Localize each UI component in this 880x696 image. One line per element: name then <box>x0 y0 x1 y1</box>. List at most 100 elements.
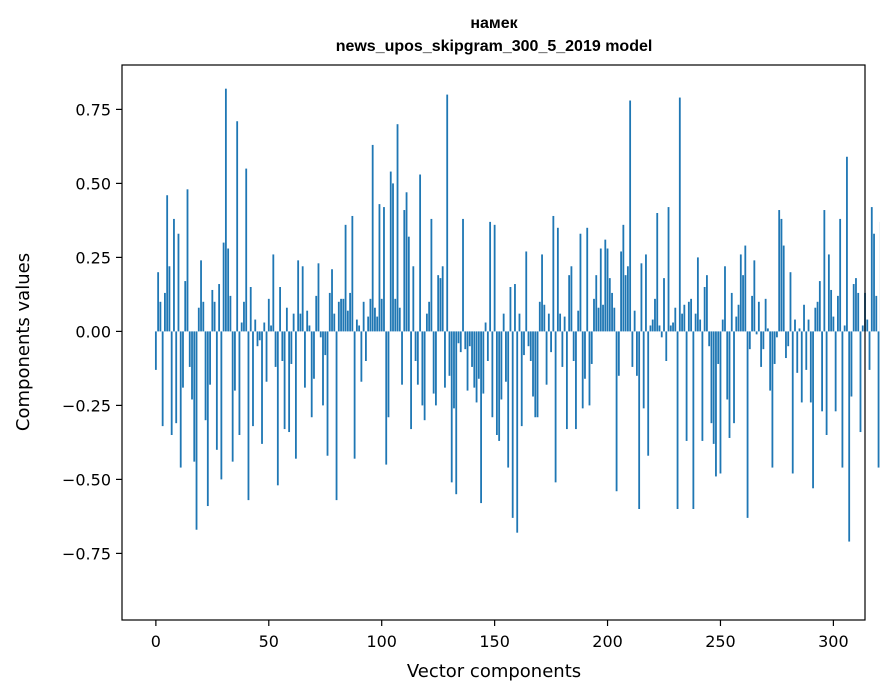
bar-211 <box>631 331 634 367</box>
bar-272 <box>769 331 772 391</box>
bar-195 <box>595 275 598 332</box>
bar-255 <box>730 292 733 332</box>
bar-91 <box>360 331 363 382</box>
bar-270 <box>764 298 767 332</box>
bar-239 <box>694 313 697 332</box>
bar-67 <box>306 310 309 332</box>
bar-170 <box>538 301 541 332</box>
bar-30 <box>222 242 225 332</box>
bar-303 <box>839 218 842 332</box>
bar-39 <box>243 301 245 332</box>
bar-2 <box>159 301 162 332</box>
bar-177 <box>554 331 557 483</box>
bar-38 <box>240 322 243 332</box>
bar-300 <box>832 316 835 332</box>
bar-101 <box>383 207 385 332</box>
bar-118 <box>421 331 424 406</box>
bar-216 <box>642 331 645 409</box>
bar-83 <box>342 298 345 332</box>
bar-182 <box>565 331 568 430</box>
bar-245 <box>708 331 711 347</box>
bar-187 <box>577 310 580 332</box>
bar-285 <box>798 328 801 332</box>
bar-74 <box>322 331 324 406</box>
bar-87 <box>351 215 354 332</box>
bar-212 <box>633 310 636 332</box>
y-tick-label: 0.25 <box>75 248 111 267</box>
bar-141 <box>473 331 476 388</box>
x-tick-label: 250 <box>705 632 736 651</box>
bar-179 <box>559 313 562 332</box>
bar-214 <box>638 331 641 509</box>
bar-318 <box>873 233 875 332</box>
bar-232 <box>678 97 681 332</box>
x-tick-label: 0 <box>151 632 161 651</box>
bar-215 <box>640 263 643 332</box>
bar-123 <box>432 331 435 394</box>
bar-110 <box>403 210 406 332</box>
bar-71 <box>315 295 318 332</box>
bar-231 <box>676 331 679 509</box>
bar-130 <box>448 331 451 376</box>
bar-10 <box>177 233 180 332</box>
bar-199 <box>604 239 607 332</box>
bar-189 <box>581 331 584 409</box>
bar-263 <box>748 331 751 350</box>
bar-167 <box>532 331 534 397</box>
bar-147 <box>486 331 489 361</box>
bar-108 <box>398 307 401 332</box>
bar-164 <box>525 251 528 332</box>
bar-34 <box>231 331 234 462</box>
bar-11 <box>179 331 182 468</box>
y-tick-label: 0.00 <box>75 322 111 341</box>
bar-168 <box>534 331 537 418</box>
bar-35 <box>234 331 236 391</box>
bar-249 <box>717 331 720 364</box>
bar-14 <box>186 189 189 332</box>
bar-191 <box>586 227 589 332</box>
bar-205 <box>617 331 620 376</box>
y-tick-label: −0.75 <box>62 544 111 563</box>
bar-244 <box>706 275 708 332</box>
bar-73 <box>319 331 322 338</box>
bar-60 <box>290 331 293 364</box>
bar-224 <box>660 331 663 338</box>
bar-213 <box>636 331 638 376</box>
bar-142 <box>475 331 478 403</box>
bar-23 <box>206 331 209 507</box>
bar-24 <box>209 331 211 385</box>
bar-154 <box>502 313 505 332</box>
bar-49 <box>265 331 268 382</box>
bar-296 <box>823 210 826 332</box>
bar-126 <box>439 278 442 332</box>
bar-240 <box>696 257 699 332</box>
bar-188 <box>579 233 582 332</box>
bar-273 <box>771 331 774 468</box>
bar-145 <box>482 331 485 394</box>
bar-198 <box>602 304 604 332</box>
bar-17 <box>193 331 196 462</box>
bar-281 <box>789 272 792 332</box>
bar-103 <box>387 331 390 418</box>
bar-251 <box>721 319 724 332</box>
bar-203 <box>613 307 616 332</box>
bar-100 <box>380 298 383 332</box>
bar-241 <box>699 319 702 332</box>
bar-111 <box>405 192 408 332</box>
bar-210 <box>629 100 632 332</box>
bar-315 <box>866 319 869 332</box>
y-tick-label: 0.50 <box>75 174 111 193</box>
bar-88 <box>353 331 356 459</box>
bar-157 <box>509 287 512 332</box>
bar-120 <box>425 313 428 332</box>
bar-320 <box>877 331 880 468</box>
bar-21 <box>202 301 205 332</box>
bar-250 <box>719 331 722 474</box>
bar-89 <box>355 319 358 332</box>
bar-137 <box>464 331 467 350</box>
bar-106 <box>394 298 397 332</box>
bar-66 <box>304 331 306 388</box>
bar-225 <box>663 278 665 332</box>
bar-258 <box>737 304 740 332</box>
bar-134 <box>457 331 460 344</box>
